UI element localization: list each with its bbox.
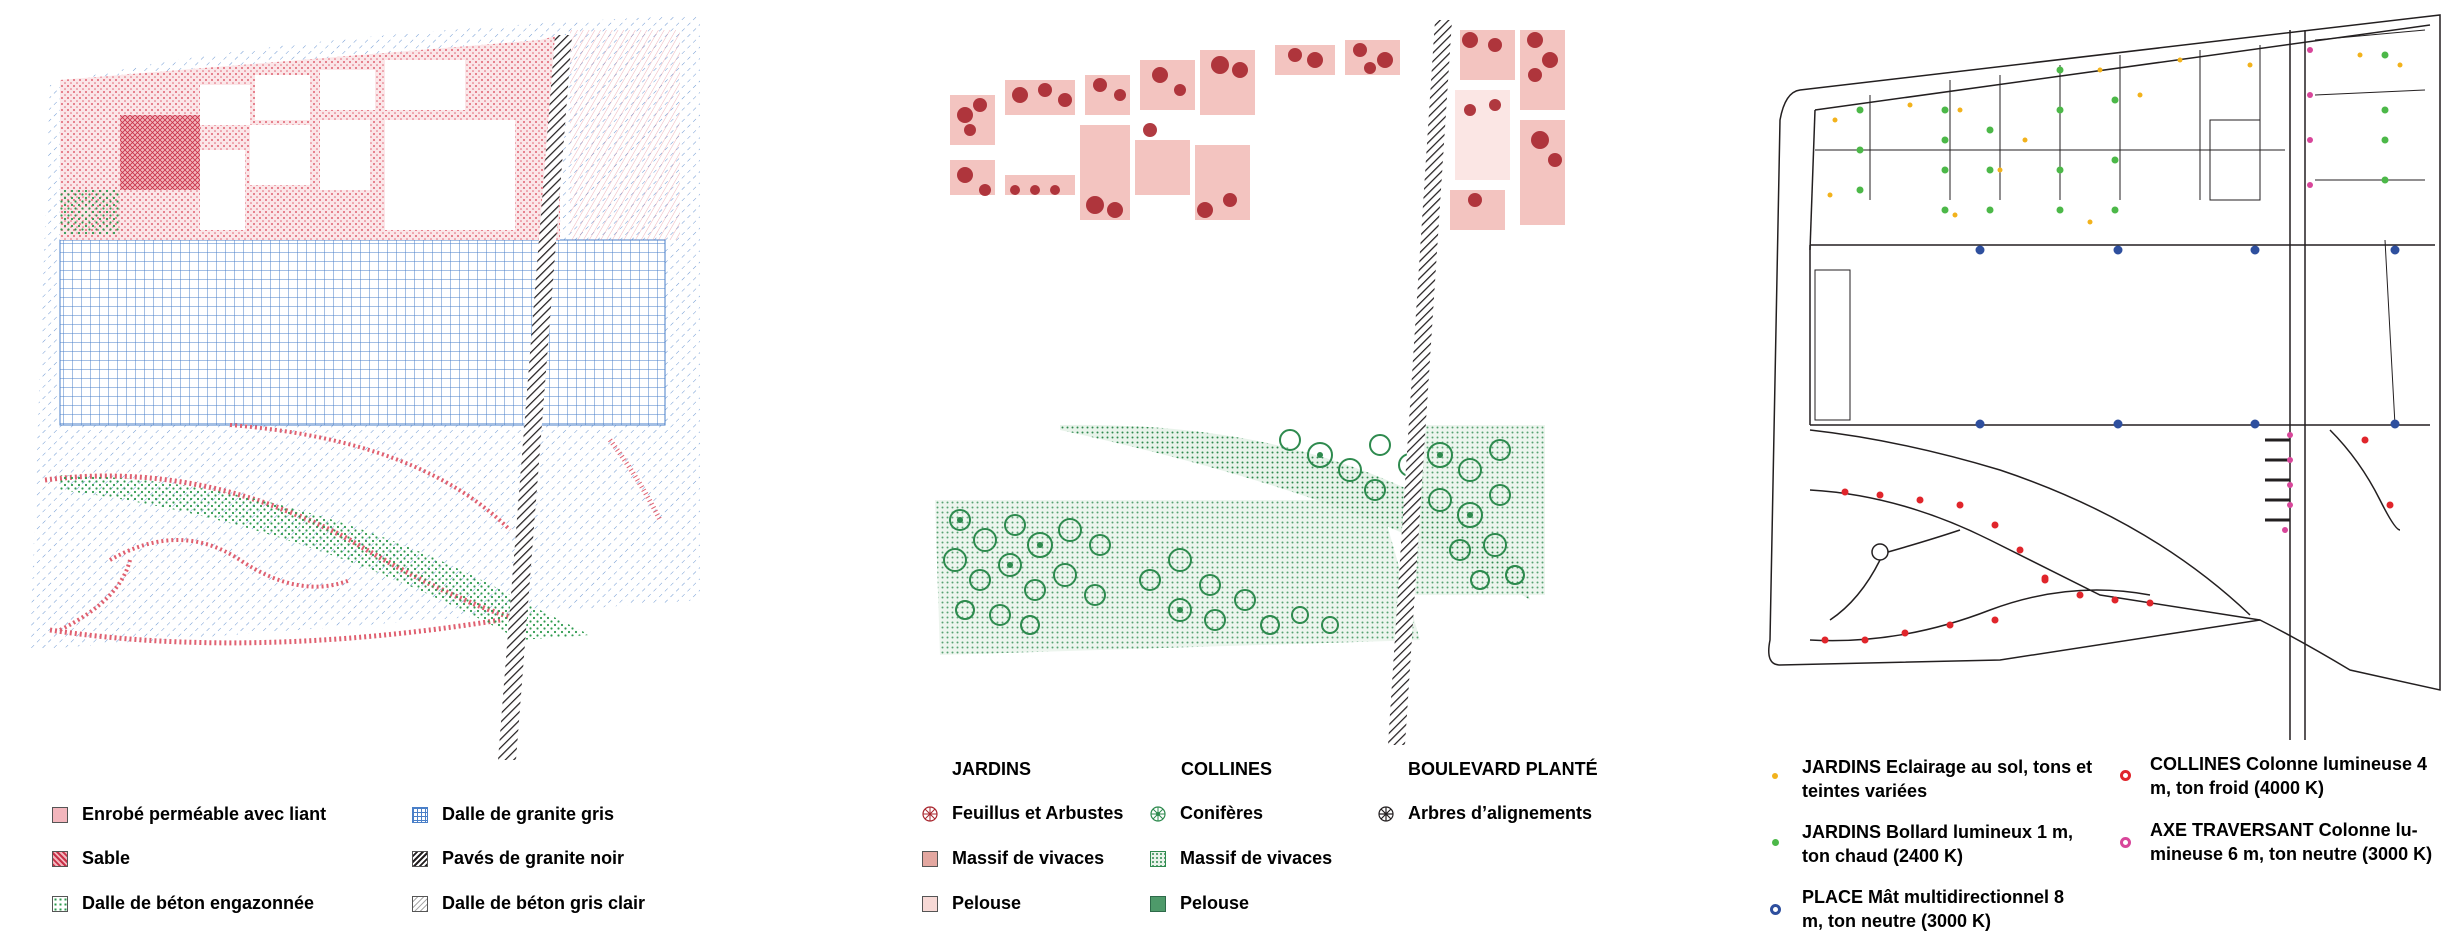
materials-plan bbox=[30, 15, 700, 760]
legend-label: Sable bbox=[82, 848, 131, 868]
legend-item-granite-noir: Pavés de granite noir bbox=[412, 848, 624, 869]
swatch-massif-jardins bbox=[922, 850, 938, 867]
ground-light-icon bbox=[1772, 773, 1778, 779]
column-light-icon bbox=[2120, 837, 2131, 848]
header-jardins: JARDINS bbox=[952, 759, 1032, 779]
lighting-points bbox=[1821, 47, 2403, 644]
legend-item-massif-collines: Massif de vivaces bbox=[1150, 848, 1332, 869]
swatch-massif-collines bbox=[1150, 850, 1166, 867]
legend-label: teintes variées bbox=[1802, 781, 1928, 801]
bollard-light-icon bbox=[1772, 839, 1779, 846]
legend-item-place-mat: PLACE Mât multidirectionnel 8 m, ton neu… bbox=[1770, 885, 2065, 933]
conifer-icon bbox=[1150, 805, 1166, 822]
legend-label: Conifères bbox=[1180, 803, 1264, 823]
legend-item-coniferes: Conifères bbox=[1150, 803, 1263, 824]
swatch-enrobe bbox=[52, 806, 68, 823]
legend-label: Dalle de béton engazonnée bbox=[82, 893, 315, 913]
legend-label: Enrobé perméable avec liant bbox=[82, 804, 327, 824]
swatch-pelouse-jardins bbox=[922, 895, 938, 912]
legend-item-massif-jardins: Massif de vivaces bbox=[922, 848, 1104, 869]
legend-item-granite-gris: Dalle de granite gris bbox=[412, 804, 614, 825]
swatch-granite-gris bbox=[412, 806, 428, 823]
legend-label: Arbres d’alignements bbox=[1408, 803, 1593, 823]
legend-label: m, ton neutre (3000 K) bbox=[1802, 911, 1992, 931]
legend-item-beton-gris-clair: Dalle de béton gris clair bbox=[412, 893, 645, 914]
legend-label: Massif de vivaces bbox=[1180, 848, 1333, 868]
legend-label: ton chaud (2400 K) bbox=[1802, 846, 1964, 866]
legend-item-enrobe: Enrobé perméable avec liant bbox=[52, 804, 326, 825]
legend-label: Massif de vivaces bbox=[952, 848, 1105, 868]
swatch-beton-engazonnee bbox=[52, 895, 68, 912]
legend-label: Pelouse bbox=[952, 893, 1022, 913]
legend-label: m, ton froid (4000 K) bbox=[2150, 778, 2325, 798]
legend-item-arbres-alignements: Arbres d’alignements bbox=[1378, 803, 1592, 824]
legend-item-collines-colonne: COLLINES Colonne lumineuse 4 m, ton froi… bbox=[2120, 752, 2427, 800]
legend-item-pelouse-collines: Pelouse bbox=[1150, 893, 1249, 914]
header-boulevard-plante: BOULEVARD PLANTÉ bbox=[1408, 759, 1598, 779]
legend-item-jardins-bollard: JARDINS Bollard lumineux 1 m, ton chaud … bbox=[1772, 820, 2073, 868]
legend-label: Feuillus et Arbustes bbox=[952, 803, 1124, 823]
legend-label: JARDINS Eclairage au sol, tons et bbox=[1802, 757, 2093, 777]
column-light-icon bbox=[2120, 770, 2131, 781]
legend-label: COLLINES Colonne lumineuse 4 bbox=[2150, 754, 2428, 774]
legend-item-jardins-sol: JARDINS Eclairage au sol, tons et teinte… bbox=[1772, 755, 2092, 803]
deciduous-tree-icon bbox=[922, 805, 938, 822]
legend-label: JARDINS Bollard lumineux 1 m, bbox=[1802, 822, 2074, 842]
mast-light-icon bbox=[1770, 904, 1781, 915]
swatch-granite-noir bbox=[412, 850, 428, 867]
lighting-plan bbox=[1768, 14, 2441, 740]
street-tree-icon bbox=[1378, 805, 1394, 822]
swatch-sable bbox=[52, 850, 68, 867]
legend-item-feuillus: Feuillus et Arbustes bbox=[922, 803, 1123, 824]
legend-label: Dalle de granite gris bbox=[442, 804, 615, 824]
legend-label: AXE TRAVERSANT Colonne lu- bbox=[2150, 820, 2418, 840]
legend-item-sable: Sable bbox=[52, 848, 130, 869]
legend-item-axe-traversant: AXE TRAVERSANT Colonne lu- mineuse 6 m, … bbox=[2120, 818, 2432, 866]
legend-item-pelouse-jardins: Pelouse bbox=[922, 893, 1021, 914]
legend-label: Pelouse bbox=[1180, 893, 1250, 913]
legend-label: mineuse 6 m, ton neutre (3000 K) bbox=[2150, 844, 2433, 864]
vegetation-plan bbox=[935, 20, 1565, 745]
header-collines: COLLINES bbox=[1181, 759, 1273, 779]
swatch-pelouse-collines bbox=[1150, 895, 1166, 912]
swatch-beton-gris-clair bbox=[412, 895, 428, 912]
legend-item-beton-engazonnee: Dalle de béton engazonnée bbox=[52, 893, 314, 914]
legend-label: Dalle de béton gris clair bbox=[442, 893, 646, 913]
legend-label: PLACE Mât multidirectionnel 8 bbox=[1802, 887, 2065, 907]
legend-label: Pavés de granite noir bbox=[442, 848, 625, 868]
